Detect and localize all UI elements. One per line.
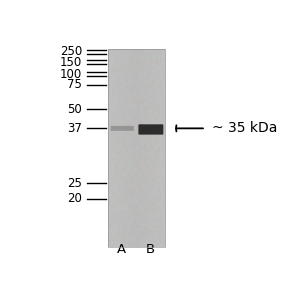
Text: ~ 35 kDa: ~ 35 kDa — [212, 121, 277, 135]
Text: 20: 20 — [67, 192, 82, 205]
Bar — [108, 49, 165, 247]
Text: 37: 37 — [67, 122, 82, 135]
FancyBboxPatch shape — [111, 126, 134, 131]
Text: 100: 100 — [60, 68, 82, 81]
Text: 150: 150 — [60, 56, 82, 69]
Text: B: B — [146, 243, 155, 256]
Bar — [108, 49, 165, 247]
Text: 250: 250 — [60, 45, 82, 58]
Text: 25: 25 — [67, 177, 82, 190]
Text: 75: 75 — [67, 78, 82, 91]
Text: 50: 50 — [68, 103, 82, 116]
FancyBboxPatch shape — [138, 124, 163, 135]
Text: A: A — [117, 243, 126, 256]
